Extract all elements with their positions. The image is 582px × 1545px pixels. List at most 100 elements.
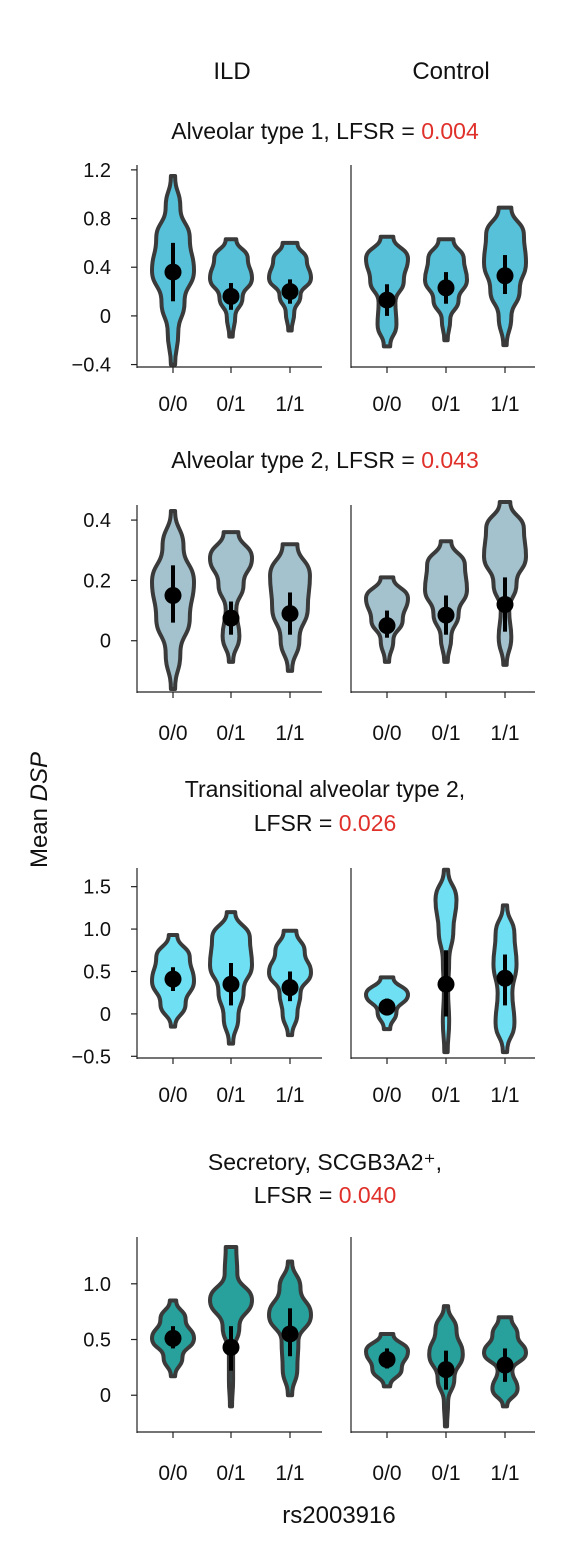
x-tick-label: 1/1	[490, 722, 519, 745]
mean-point	[496, 596, 514, 614]
x-tick-label: 0/0	[158, 393, 187, 416]
lfsr-value: 0.043	[421, 447, 479, 473]
x-tick-label: 0/1	[216, 393, 245, 416]
panel-title-text: Alveolar type 1, LFSR =	[171, 118, 421, 144]
mean-point	[281, 1325, 299, 1343]
y-tick-label: 0.5	[83, 1330, 111, 1352]
group-ild: 1.2 0.8 0.4 0 −0.4 0/0 0/1 1/1	[72, 160, 322, 416]
lfsr-value: 0.040	[339, 1182, 397, 1208]
mean-point	[222, 975, 240, 993]
mean-point	[378, 998, 396, 1016]
mean-point	[164, 1329, 182, 1347]
mean-point	[378, 1351, 396, 1369]
y-tick-label: 1.5	[83, 877, 111, 899]
column-header-control: Control	[412, 58, 489, 85]
group-control: 0/0 0/1 1/1	[350, 499, 535, 745]
panel-title-line: LFSR = 0.040	[254, 1182, 397, 1208]
y-tick-label: 0.4	[83, 257, 111, 279]
mean-point	[281, 979, 299, 997]
y-tick-label: 0.8	[83, 209, 111, 231]
mean-point	[496, 1356, 514, 1374]
group-control: 0/0 0/1 1/1	[350, 1237, 535, 1485]
x-tick-label: 0/0	[372, 1462, 401, 1485]
y-tick-label: 0	[100, 306, 111, 328]
mean-point	[164, 263, 182, 281]
x-tick-label: 0/1	[216, 1462, 245, 1485]
x-tick-label: 0/1	[216, 1084, 245, 1107]
panel-4: Secretory, SCGB3A2⁺, LFSR = 0.040 1.0 0.5 0 0…	[83, 1149, 535, 1485]
y-tick-label: 0	[100, 631, 111, 653]
violin-ild-0-1	[208, 530, 254, 664]
panel-title-line: LFSR = 0.026	[254, 810, 397, 836]
mean-point	[222, 1338, 240, 1356]
y-tick-label: 1.0	[83, 919, 111, 941]
mean-point	[281, 605, 299, 623]
panel-1: Alveolar type 1, LFSR = 0.004 1.2 0.8 0.4 0 −…	[72, 118, 535, 416]
mean-point	[496, 267, 514, 285]
x-tick-label: 0/0	[158, 1462, 187, 1485]
mean-point	[164, 586, 182, 604]
y-tick-label: −0.4	[72, 355, 111, 377]
x-tick-label: 0/1	[431, 722, 460, 745]
x-tick-label: 0/0	[372, 722, 401, 745]
panel-title-text: LFSR =	[254, 1182, 339, 1208]
x-tick-label: 1/1	[275, 722, 304, 745]
y-tick-label: 0	[100, 1385, 111, 1407]
x-tick-label: 0/1	[216, 722, 245, 745]
x-tick-label: 1/1	[490, 1462, 519, 1485]
y-tick-label: 1.0	[83, 1274, 111, 1296]
y-tick-label: 0.4	[83, 510, 111, 532]
group-ild: 0.4 0.2 0 0/0 0/1 1/1	[83, 505, 322, 745]
x-tick-label: 1/1	[490, 1084, 519, 1107]
y-tick-label: 1.2	[83, 160, 111, 182]
panel-title-text: LFSR =	[254, 810, 339, 836]
x-tick-label: 1/1	[490, 393, 519, 416]
y-tick-label: 0.5	[83, 961, 111, 983]
mean-point	[164, 970, 182, 988]
mean-point	[496, 969, 514, 987]
panel-title-text: Alveolar type 2, LFSR =	[171, 447, 421, 473]
panels: Alveolar type 1, LFSR = 0.004 1.2 0.8 0.4 0 −…	[72, 118, 535, 1485]
column-header-ild: ILD	[213, 58, 250, 85]
panel-title-line: Alveolar type 2, LFSR = 0.043	[171, 447, 479, 473]
group-ild: 1.5 1.0 0.5 0 −0.5 0/0 0/1 1/1	[72, 868, 322, 1107]
panel-title-line: Secretory, SCGB3A2⁺,	[208, 1149, 442, 1175]
x-tick-label: 1/1	[275, 1084, 304, 1107]
mean-point	[378, 291, 396, 309]
group-control: 0/0 0/1 1/1	[350, 165, 535, 416]
group-control: 0/0 0/1 1/1	[350, 867, 535, 1107]
x-tick-label: 0/0	[372, 393, 401, 416]
panel-title-text: Transitional alveolar type 2,	[185, 776, 465, 802]
lfsr-value: 0.004	[421, 118, 479, 144]
x-tick-label: 1/1	[275, 393, 304, 416]
panel-title-line: Alveolar type 1, LFSR = 0.004	[171, 118, 479, 144]
x-tick-label: 0/1	[431, 1084, 460, 1107]
y-axis-label-prefix: Mean	[26, 801, 53, 868]
x-tick-label: 1/1	[275, 1462, 304, 1485]
y-axis-label: Mean DSP	[26, 752, 53, 868]
group-ild: 1.0 0.5 0 0/0 0/1 1/1	[83, 1237, 322, 1485]
x-axis-label: rs2003916	[282, 1502, 395, 1529]
x-tick-label: 0/0	[372, 1084, 401, 1107]
mean-point	[437, 975, 455, 993]
x-tick-label: 0/1	[431, 393, 460, 416]
mean-point	[437, 1361, 455, 1379]
lfsr-value: 0.026	[339, 810, 397, 836]
x-tick-label: 0/0	[158, 722, 187, 745]
mean-point	[222, 609, 240, 627]
mean-point	[437, 606, 455, 624]
x-tick-label: 0/0	[158, 1084, 187, 1107]
y-tick-label: −0.5	[72, 1046, 111, 1068]
mean-point	[281, 283, 299, 301]
x-tick-label: 0/1	[431, 1462, 460, 1485]
y-axis-label-gene: DSP	[26, 752, 53, 801]
panel-3: Transitional alveolar type 2, LFSR = 0.02…	[72, 776, 535, 1107]
panel-title-text: Secretory, SCGB3A2⁺,	[208, 1149, 442, 1175]
mean-point	[437, 279, 455, 297]
panel-title-line: Transitional alveolar type 2,	[185, 776, 465, 802]
y-tick-label: 0.2	[83, 570, 111, 592]
mean-point	[378, 617, 396, 635]
y-tick-label: 0	[100, 1004, 111, 1026]
